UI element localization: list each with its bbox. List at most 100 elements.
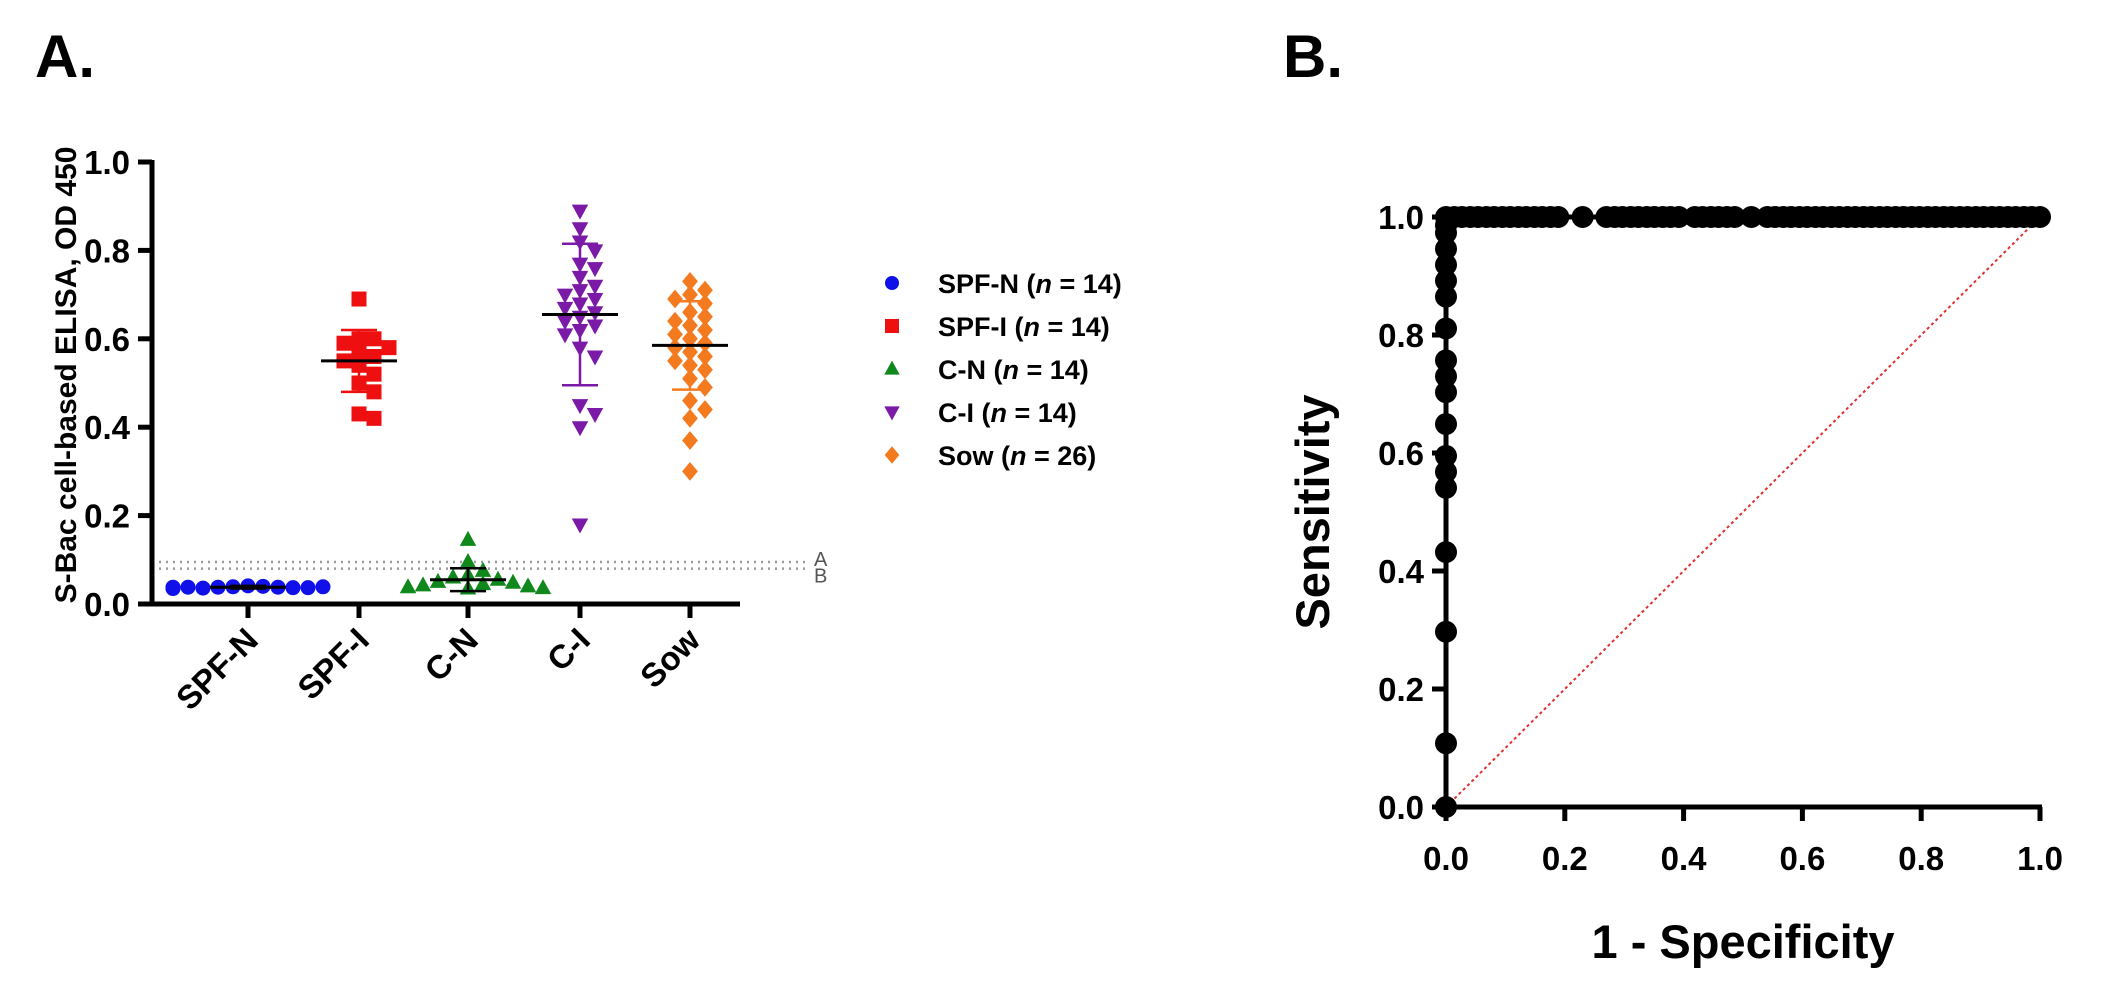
x-tick-label-sow: Sow — [633, 621, 707, 695]
legend-marker-spf-i — [885, 319, 899, 333]
panel-b-axes: 0.0 0.2 0.4 0.6 0.8 1.0 0.0 0.2 0.4 0.6 0.8 1.0 1 - … — [1286, 199, 2063, 968]
data-point-sow — [697, 378, 713, 397]
legend-text-prefix: SPF-I ( — [938, 312, 1024, 342]
roc-plot-panel-b: 0.0 0.2 0.4 0.6 0.8 1.0 0.0 0.2 0.4 0.6 0.8 1.0 1 - … — [1286, 199, 2063, 968]
roc-point — [1723, 206, 1746, 228]
data-point-c-i — [586, 262, 604, 278]
data-point-sow — [682, 431, 698, 450]
data-point-c-n — [519, 577, 537, 593]
roc-point — [1667, 206, 1690, 228]
data-point-sow — [697, 320, 713, 340]
data-point-spf-i — [351, 291, 367, 307]
legend-marker-c-i — [884, 406, 900, 421]
data-point-c-n — [459, 530, 477, 546]
legend-text-suffix: = 14) — [1052, 269, 1122, 299]
data-point-spf-n — [165, 579, 181, 595]
data-point-c-n — [534, 579, 552, 595]
cutoff-lines: AB — [152, 549, 828, 588]
legend-text-suffix: = 26) — [1027, 441, 1097, 471]
data-point-sow — [697, 280, 713, 300]
data-point-spf-n — [180, 579, 196, 595]
scatter-plot-panel-a: AB 0.0 0.2 0.4 0.6 0.8 1.0 SPF-N SPF-I C-N C-I Sow… — [50, 144, 1122, 717]
panel-b-points — [1435, 206, 2051, 818]
x-tick-label: 0.6 — [1779, 840, 1825, 877]
data-point-spf-n — [315, 579, 331, 595]
y-tick-label: 0.6 — [84, 321, 130, 358]
data-point-c-i — [556, 315, 574, 331]
data-point-c-i — [571, 518, 589, 534]
data-point-spf-n — [300, 580, 316, 596]
data-point-spf-i — [366, 410, 382, 426]
reference-diagonal-line — [1445, 216, 2041, 808]
legend-text-prefix: C-I ( — [938, 398, 990, 428]
x-tick-label-spf-n: SPF-N — [169, 621, 265, 717]
x-tick-label: 0.2 — [1542, 840, 1588, 877]
y-tick-label: 0.2 — [1378, 671, 1424, 708]
data-point-c-n — [399, 578, 417, 594]
panel-b-lines — [1443, 214, 2041, 808]
roc-point — [1435, 460, 1457, 483]
cutoff-label-b: B — [814, 566, 827, 588]
legend: SPF-N (n = 14)SPF-I (n = 14)C-N (n = 14)… — [884, 269, 1122, 471]
data-point-sow — [697, 294, 713, 313]
data-point-c-n — [459, 553, 477, 569]
data-point-sow — [682, 285, 698, 304]
data-point-c-i — [571, 222, 589, 238]
data-point-sow — [682, 408, 698, 428]
data-point-c-n — [474, 575, 492, 591]
roc-point — [1435, 253, 1457, 276]
data-point-sow — [697, 333, 713, 353]
panel-a-points — [165, 204, 713, 597]
legend-entry-spf-n: SPF-N (n = 14) — [938, 269, 1122, 299]
data-point-sow — [667, 351, 683, 371]
data-point-c-n — [444, 568, 462, 584]
panel-a-mean-sd-bars — [210, 242, 728, 593]
data-point-sow — [667, 338, 683, 358]
data-point-c-i — [586, 279, 604, 295]
x-tick-label: 0.0 — [1423, 840, 1469, 877]
data-point-c-i — [556, 301, 574, 317]
cutoff-label-a: A — [814, 549, 828, 571]
data-point-spf-n — [195, 580, 211, 596]
data-point-c-i — [586, 350, 604, 366]
data-point-c-i — [571, 204, 589, 220]
panel-a-label: A. — [35, 23, 95, 90]
y-axis-title: S-Bac cell-based ELISA, OD 450 — [50, 147, 83, 604]
data-point-c-i — [586, 319, 604, 335]
data-point-sow — [682, 271, 698, 291]
data-point-c-i — [586, 407, 604, 423]
data-point-spf-i — [366, 331, 382, 347]
y-tick-label: 1.0 — [84, 144, 130, 181]
data-point-sow — [697, 347, 713, 366]
x-axis-title: 1 - Specificity — [1592, 915, 1895, 968]
data-point-spf-i — [381, 340, 397, 356]
roc-point — [1435, 349, 1457, 372]
data-point-spf-i — [336, 335, 352, 351]
data-point-sow — [697, 307, 713, 327]
roc-point — [1435, 476, 1457, 499]
roc-point — [1435, 269, 1457, 292]
data-point-spf-n — [285, 580, 301, 596]
y-tick-label: 0.0 — [84, 586, 130, 623]
x-tick-label-spf-i: SPF-I — [290, 621, 376, 707]
panel-b-label: B. — [1283, 23, 1343, 90]
data-point-spf-i — [366, 366, 382, 382]
roc-point — [1435, 413, 1457, 436]
roc-point — [1435, 381, 1457, 404]
legend-text-prefix: SPF-N ( — [938, 269, 1036, 299]
legend-marker-c-n — [884, 360, 900, 375]
roc-point — [1435, 444, 1457, 467]
data-point-c-i — [556, 288, 574, 304]
x-tick-label: 0.4 — [1661, 840, 1708, 877]
data-point-sow — [667, 289, 683, 309]
y-tick-label: 1.0 — [1378, 199, 1424, 236]
data-point-sow — [682, 462, 698, 481]
roc-point — [1547, 206, 1570, 228]
data-point-spf-i — [351, 406, 367, 422]
y-axis-title: Sensitivity — [1286, 394, 1339, 629]
data-point-c-i — [571, 399, 589, 415]
y-tick-label: 0.4 — [84, 409, 131, 446]
legend-text-n: n — [990, 398, 1007, 428]
roc-point — [1435, 732, 1457, 755]
roc-point — [1435, 237, 1457, 260]
